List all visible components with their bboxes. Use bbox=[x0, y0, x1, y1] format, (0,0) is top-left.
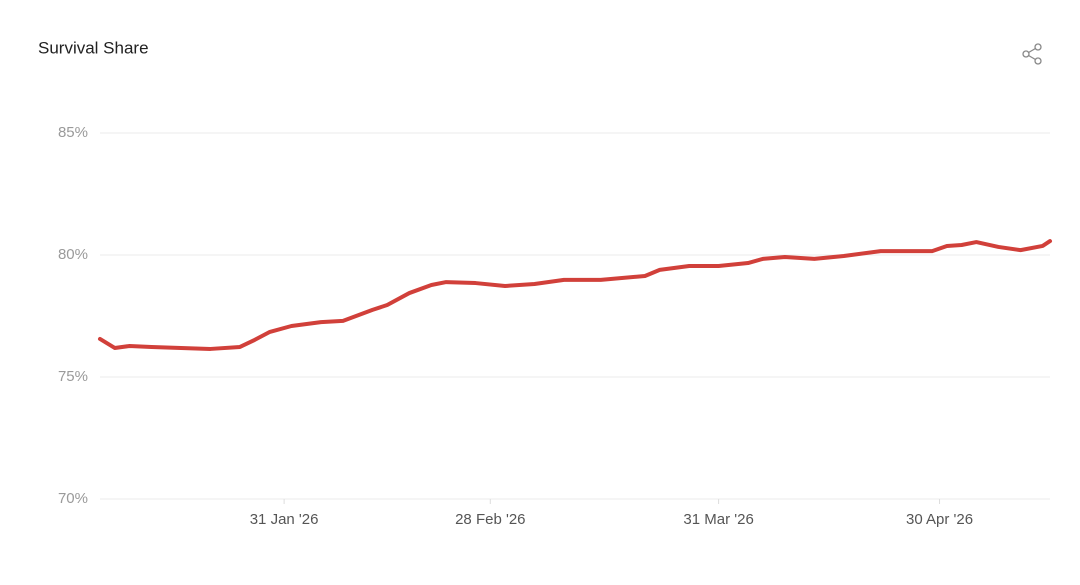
y-tick-label: 80% bbox=[58, 246, 88, 263]
y-tick-label: 70% bbox=[58, 490, 88, 507]
y-tick-label: 85% bbox=[58, 124, 88, 141]
x-tick-label: 28 Feb '26 bbox=[455, 511, 525, 528]
x-tick-label: 31 Mar '26 bbox=[683, 511, 753, 528]
x-tick-label: 30 Apr '26 bbox=[906, 511, 973, 528]
chart-title: Survival Share bbox=[38, 38, 149, 57]
x-tick-label: 31 Jan '26 bbox=[250, 511, 319, 528]
y-tick-label: 75% bbox=[58, 368, 88, 385]
data-line bbox=[98, 239, 1052, 351]
share-icon[interactable] bbox=[1022, 43, 1042, 65]
